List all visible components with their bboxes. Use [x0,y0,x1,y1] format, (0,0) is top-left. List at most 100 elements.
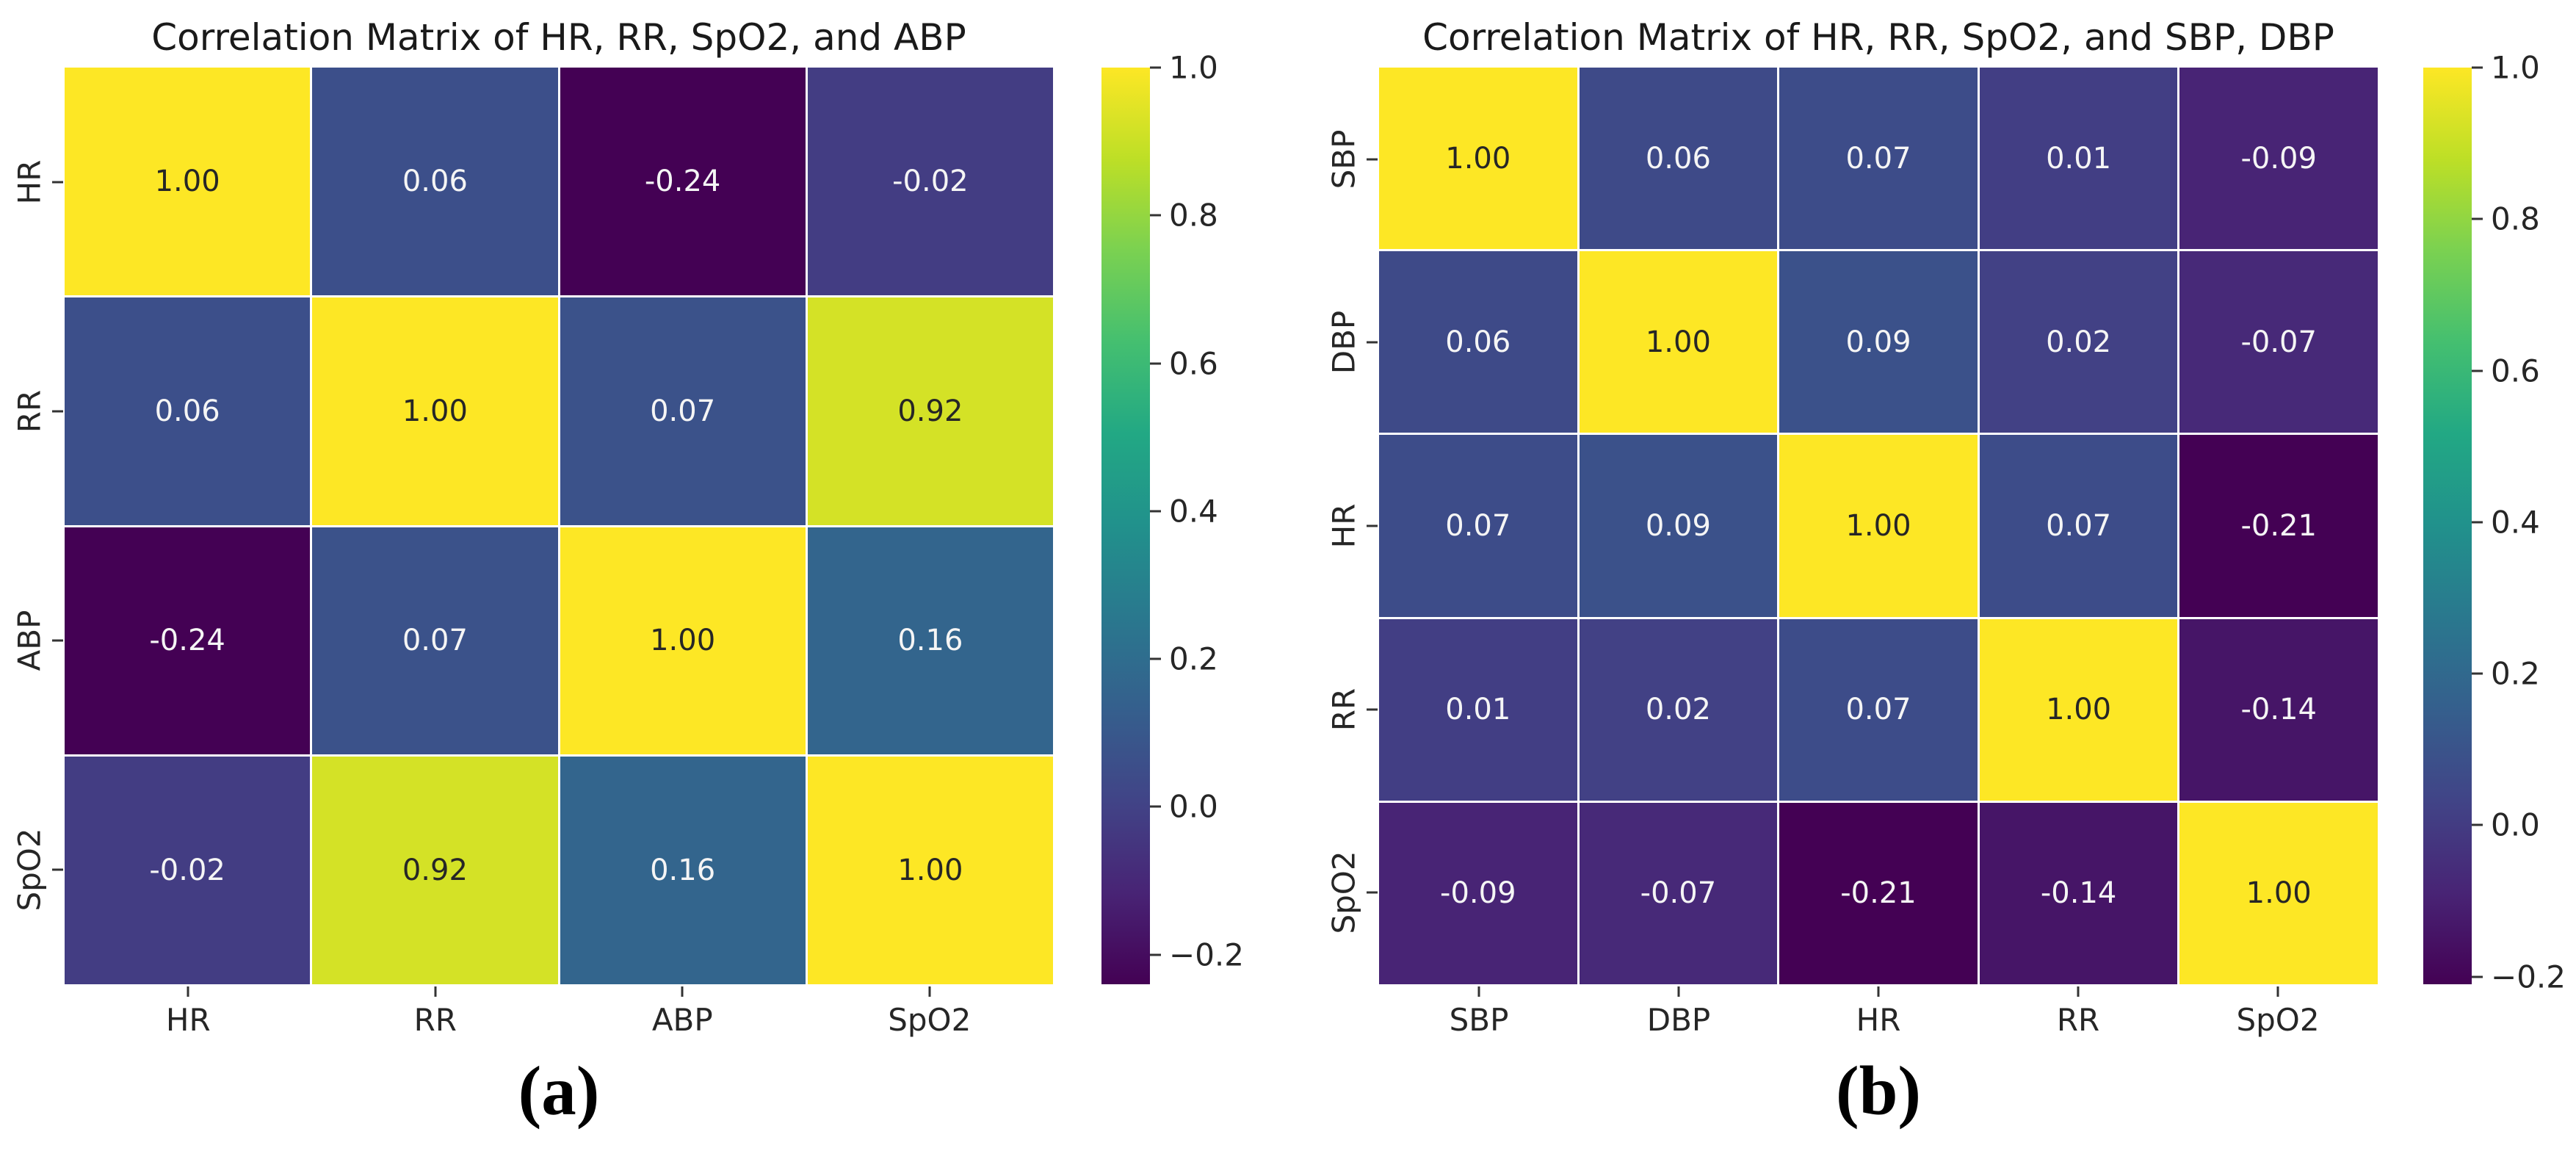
x-tick-label: HR [1856,1002,1901,1038]
heatmap-cell: 0.07 [1379,435,1577,617]
colorbar-tick-mark [2472,66,2483,69]
colorbar-tick-mark [1150,66,1161,69]
y-tick-label: SpO2 [1325,851,1362,934]
y-tick-mark [52,410,63,413]
colorbar-tick-label: 0.8 [2491,201,2540,237]
heatmap-cell: 0.07 [1979,435,2178,617]
x-tick-label: SpO2 [888,1002,972,1038]
y-tick-mark [1367,891,1378,894]
colorbar-tick-label: 0.6 [2491,353,2540,389]
colorbar-tick-mark [2472,521,2483,524]
x-tick-mark [2077,986,2080,997]
heatmap-cell: -0.21 [1779,802,1978,984]
y-tick-label: RR [1325,688,1362,731]
heatmap-cell: 0.09 [1579,435,1778,617]
heatmap-cell: 0.92 [312,757,558,984]
x-tick-mark [187,986,189,997]
heatmap-cell: -0.14 [1979,802,2178,984]
heatmap-cell: 0.07 [1779,618,1978,801]
colorbar-tick-mark [2472,369,2483,372]
x-axis-labels-a: HR RR ABP SpO2 [65,1002,1053,1046]
x-tick-label: HR [165,1002,211,1038]
colorbar-ticks-a: 1.0 0.8 0.6 0.4 0.2 0.0 −0.2 [1150,50,1253,984]
caption-b: (b) [1835,1052,1922,1130]
x-axis-ticks-a [65,986,1053,998]
heatmap-cell: 1.00 [312,297,558,525]
heatmap-cell: 1.00 [807,757,1053,984]
y-axis-ticks-b [1366,68,1378,984]
colorbar-tick-label: 1.0 [2491,49,2540,86]
colorbar-tick-mark [1150,657,1161,660]
x-tick-label: DBP [1646,1002,1711,1038]
heatmap-cell: 0.07 [312,527,558,755]
x-tick-mark [1677,986,1680,997]
heatmap-cell: 0.02 [1979,251,2178,433]
heatmap-cell: 0.06 [312,68,558,295]
colorbar-tick-label: 0.6 [1169,345,1218,382]
y-tick-mark [1367,158,1378,161]
heatmap-cell: 0.06 [1379,251,1577,433]
y-tick-label: SBP [1325,129,1362,190]
heatmap-cell: 0.06 [65,297,311,525]
caption-a: (a) [518,1052,600,1130]
x-axis-ticks-b [1379,986,2378,998]
x-tick-mark [1877,986,1880,997]
colorbar-tick-label: 0.4 [2491,504,2540,541]
heatmap-cell: -0.09 [1379,802,1577,984]
heatmap-a: 1.00 0.06 -0.24 -0.02 0.06 1.00 0.07 0.92 -0.24 0… [65,68,1053,984]
heatmap-cell: 1.00 [1779,435,1978,617]
x-tick-label: SpO2 [2236,1002,2320,1038]
colorbar-tick-label: 0.0 [1169,788,1218,825]
x-tick-label: RR [2056,1002,2100,1038]
x-tick-label: RR [413,1002,457,1038]
x-tick-label: ABP [651,1002,713,1038]
heatmap-cell: 0.01 [1979,68,2178,250]
heatmap-cell: 1.00 [1979,618,2178,801]
heatmap-cell: 1.00 [65,68,311,295]
colorbar-tick-mark [1150,214,1161,217]
colorbar-tick-mark [1150,953,1161,956]
colorbar-tick-mark [1150,510,1161,513]
heatmap-cell: -0.02 [65,757,311,984]
heatmap-cell: -0.14 [2179,618,2378,801]
heatmap-cell: 0.09 [1779,251,1978,433]
heatmap-cell: 1.00 [1579,251,1778,433]
chart-title-b: Correlation Matrix of HR, RR, SpO2, and … [1422,16,2334,59]
x-tick-mark [681,986,684,997]
colorbar-tick-mark [2472,823,2483,826]
heatmap-cell: -0.07 [2179,251,2378,433]
colorbar-b [2423,68,2472,984]
x-axis-labels-b: SBP DBP HR RR SpO2 [1379,1002,2378,1046]
y-axis-ticks-a [51,68,63,984]
heatmap-cell: -0.09 [2179,68,2378,250]
heatmap-cell: 1.00 [1379,68,1577,250]
heatmap-cell: -0.02 [807,68,1053,295]
colorbar-tick-label: 0.8 [1169,197,1218,234]
y-tick-mark [52,868,63,871]
y-tick-label: HR [1325,503,1362,549]
x-tick-mark [434,986,437,997]
chart-title-a: Correlation Matrix of HR, RR, SpO2, and … [151,16,966,59]
heatmap-cell: 0.06 [1579,68,1778,250]
y-tick-mark [52,639,63,642]
y-tick-mark [1367,524,1378,527]
x-tick-mark [1477,986,1480,997]
heatmap-cell: 0.07 [560,297,806,525]
heatmap-cell: 0.07 [1779,68,1978,250]
heatmap-cell: -0.07 [1579,802,1778,984]
colorbar-tick-mark [2472,975,2483,978]
colorbar-tick-label: 0.2 [1169,641,1218,677]
colorbar-tick-mark [1150,805,1161,808]
heatmap-b: 1.00 0.06 0.07 0.01 -0.09 0.06 1.00 0.09 0.02 -0.… [1379,68,2378,984]
x-tick-mark [2276,986,2279,997]
x-tick-mark [928,986,931,997]
colorbar-tick-mark [2472,217,2483,220]
heatmap-cell: -0.21 [2179,435,2378,617]
heatmap-cell: 0.16 [807,527,1053,755]
colorbar-tick-label: −0.2 [2491,959,2566,995]
colorbar-tick-label: 1.0 [1169,49,1218,86]
y-tick-label: DBP [1325,311,1362,375]
